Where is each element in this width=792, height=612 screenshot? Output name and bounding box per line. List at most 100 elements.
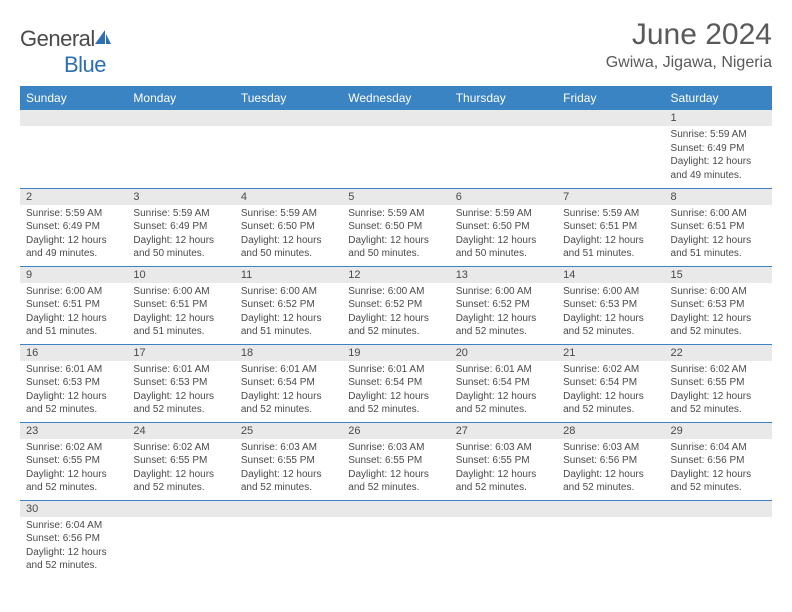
day-body: Sunrise: 5:59 AMSunset: 6:49 PMDaylight:…: [127, 205, 234, 265]
day-body: [235, 126, 342, 132]
sunrise-line: Sunrise: 6:03 AM: [348, 442, 424, 453]
day-body: [127, 517, 234, 523]
calendar-cell: 29Sunrise: 6:04 AMSunset: 6:56 PMDayligh…: [665, 422, 772, 500]
calendar-cell: 27Sunrise: 6:03 AMSunset: 6:55 PMDayligh…: [450, 422, 557, 500]
calendar-cell: [557, 500, 664, 578]
day-body: Sunrise: 6:01 AMSunset: 6:53 PMDaylight:…: [20, 361, 127, 421]
logo: GeneralBlue: [20, 18, 113, 78]
day-number: 12: [342, 267, 449, 283]
day-number: 9: [20, 267, 127, 283]
day-body: Sunrise: 5:59 AMSunset: 6:51 PMDaylight:…: [557, 205, 664, 265]
daylight-line: Daylight: 12 hours and 52 minutes.: [671, 469, 752, 494]
sunset-line: Sunset: 6:52 PM: [241, 299, 315, 310]
day-number: [235, 501, 342, 517]
day-number: [450, 110, 557, 126]
day-number: 21: [557, 345, 664, 361]
weekday-header-row: SundayMondayTuesdayWednesdayThursdayFrid…: [20, 86, 772, 110]
day-body: Sunrise: 6:01 AMSunset: 6:54 PMDaylight:…: [450, 361, 557, 421]
sunrise-line: Sunrise: 6:01 AM: [348, 364, 424, 375]
day-body: [20, 126, 127, 132]
day-number: [127, 110, 234, 126]
daylight-line: Daylight: 12 hours and 52 minutes.: [456, 469, 537, 494]
sunrise-line: Sunrise: 6:00 AM: [26, 286, 102, 297]
weekday-header: Friday: [557, 86, 664, 110]
calendar-cell: 9Sunrise: 6:00 AMSunset: 6:51 PMDaylight…: [20, 266, 127, 344]
calendar-cell: 11Sunrise: 6:00 AMSunset: 6:52 PMDayligh…: [235, 266, 342, 344]
daylight-line: Daylight: 12 hours and 52 minutes.: [348, 391, 429, 416]
calendar-cell: 23Sunrise: 6:02 AMSunset: 6:55 PMDayligh…: [20, 422, 127, 500]
sunrise-line: Sunrise: 6:03 AM: [563, 442, 639, 453]
day-body: Sunrise: 6:00 AMSunset: 6:52 PMDaylight:…: [235, 283, 342, 343]
day-number: [665, 501, 772, 517]
sunset-line: Sunset: 6:51 PM: [671, 221, 745, 232]
sunset-line: Sunset: 6:52 PM: [348, 299, 422, 310]
sunrise-line: Sunrise: 6:03 AM: [456, 442, 532, 453]
title-block: June 2024 Gwiwa, Jigawa, Nigeria: [606, 18, 772, 72]
day-body: [235, 517, 342, 523]
day-number: [342, 110, 449, 126]
day-body: Sunrise: 5:59 AMSunset: 6:50 PMDaylight:…: [450, 205, 557, 265]
daylight-line: Daylight: 12 hours and 49 minutes.: [671, 156, 752, 181]
day-number: 17: [127, 345, 234, 361]
weekday-header: Monday: [127, 86, 234, 110]
sunrise-line: Sunrise: 5:59 AM: [671, 129, 747, 140]
calendar-cell: 20Sunrise: 6:01 AMSunset: 6:54 PMDayligh…: [450, 344, 557, 422]
day-body: Sunrise: 6:01 AMSunset: 6:53 PMDaylight:…: [127, 361, 234, 421]
day-body: Sunrise: 6:03 AMSunset: 6:55 PMDaylight:…: [235, 439, 342, 499]
sunrise-line: Sunrise: 6:02 AM: [563, 364, 639, 375]
day-number: 28: [557, 423, 664, 439]
sunrise-line: Sunrise: 6:00 AM: [241, 286, 317, 297]
daylight-line: Daylight: 12 hours and 52 minutes.: [26, 469, 107, 494]
day-body: Sunrise: 6:00 AMSunset: 6:52 PMDaylight:…: [342, 283, 449, 343]
calendar-cell: 12Sunrise: 6:00 AMSunset: 6:52 PMDayligh…: [342, 266, 449, 344]
day-number: [235, 110, 342, 126]
day-number: [557, 501, 664, 517]
day-body: Sunrise: 5:59 AMSunset: 6:50 PMDaylight:…: [342, 205, 449, 265]
sunrise-line: Sunrise: 5:59 AM: [241, 208, 317, 219]
calendar-cell: [450, 110, 557, 188]
day-body: Sunrise: 6:04 AMSunset: 6:56 PMDaylight:…: [20, 517, 127, 577]
calendar-cell: [450, 500, 557, 578]
sunrise-line: Sunrise: 6:01 AM: [26, 364, 102, 375]
day-number: [20, 110, 127, 126]
daylight-line: Daylight: 12 hours and 52 minutes.: [671, 313, 752, 338]
day-number: 23: [20, 423, 127, 439]
calendar-cell: 1Sunrise: 5:59 AMSunset: 6:49 PMDaylight…: [665, 110, 772, 188]
sunset-line: Sunset: 6:50 PM: [348, 221, 422, 232]
calendar-table: SundayMondayTuesdayWednesdayThursdayFrid…: [20, 86, 772, 578]
logo-sail-icon: [93, 26, 113, 52]
sunrise-line: Sunrise: 6:02 AM: [671, 364, 747, 375]
sunrise-line: Sunrise: 5:59 AM: [26, 208, 102, 219]
day-body: [342, 126, 449, 132]
sunset-line: Sunset: 6:55 PM: [671, 377, 745, 388]
day-body: Sunrise: 6:01 AMSunset: 6:54 PMDaylight:…: [235, 361, 342, 421]
daylight-line: Daylight: 12 hours and 50 minutes.: [456, 235, 537, 260]
calendar-cell: [127, 110, 234, 188]
daylight-line: Daylight: 12 hours and 52 minutes.: [348, 469, 429, 494]
day-body: Sunrise: 6:00 AMSunset: 6:51 PMDaylight:…: [127, 283, 234, 343]
sunrise-line: Sunrise: 6:00 AM: [671, 208, 747, 219]
sunrise-line: Sunrise: 6:04 AM: [671, 442, 747, 453]
calendar-cell: [235, 110, 342, 188]
calendar-cell: 19Sunrise: 6:01 AMSunset: 6:54 PMDayligh…: [342, 344, 449, 422]
sunrise-line: Sunrise: 6:01 AM: [241, 364, 317, 375]
daylight-line: Daylight: 12 hours and 49 minutes.: [26, 235, 107, 260]
weekday-header: Wednesday: [342, 86, 449, 110]
sunset-line: Sunset: 6:51 PM: [133, 299, 207, 310]
logo-text-general: General: [20, 26, 95, 51]
calendar-cell: 14Sunrise: 6:00 AMSunset: 6:53 PMDayligh…: [557, 266, 664, 344]
calendar-cell: [342, 500, 449, 578]
day-number: 20: [450, 345, 557, 361]
daylight-line: Daylight: 12 hours and 50 minutes.: [348, 235, 429, 260]
daylight-line: Daylight: 12 hours and 52 minutes.: [563, 469, 644, 494]
calendar-cell: [20, 110, 127, 188]
day-number: 30: [20, 501, 127, 517]
daylight-line: Daylight: 12 hours and 51 minutes.: [563, 235, 644, 260]
calendar-cell: 6Sunrise: 5:59 AMSunset: 6:50 PMDaylight…: [450, 188, 557, 266]
sunset-line: Sunset: 6:53 PM: [26, 377, 100, 388]
sunset-line: Sunset: 6:51 PM: [563, 221, 637, 232]
day-number: [342, 501, 449, 517]
calendar-cell: 2Sunrise: 5:59 AMSunset: 6:49 PMDaylight…: [20, 188, 127, 266]
calendar-body: 1Sunrise: 5:59 AMSunset: 6:49 PMDaylight…: [20, 110, 772, 578]
calendar-cell: 15Sunrise: 6:00 AMSunset: 6:53 PMDayligh…: [665, 266, 772, 344]
